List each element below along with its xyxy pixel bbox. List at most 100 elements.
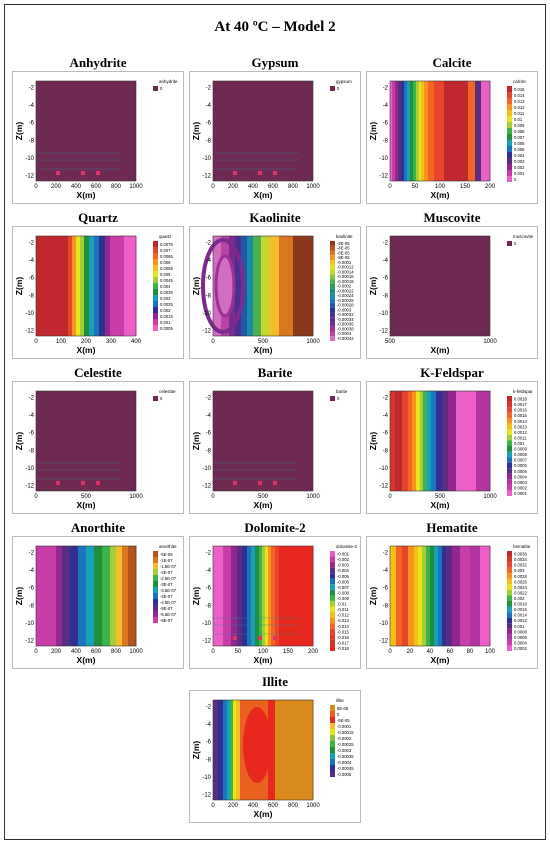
legend-swatch <box>153 259 158 265</box>
contour-band <box>422 546 427 646</box>
legend-label: 0.0014 <box>514 613 527 618</box>
y-axis-label: Z(m) <box>191 277 201 296</box>
legend-label: -0.0004 <box>337 331 352 336</box>
legend-swatch <box>507 412 512 419</box>
legend-label: -0.007 <box>337 585 350 590</box>
legend-label: -0.0003 <box>337 307 352 312</box>
legend-swatch <box>330 312 335 318</box>
legend-swatch <box>330 317 335 322</box>
mesh-artifact <box>258 171 262 175</box>
legend-label: 0.005 <box>160 272 171 277</box>
x-tick-label: 1000 <box>129 184 143 190</box>
figure-title: At 40 ºC – Model 2 <box>214 19 336 35</box>
y-tick-label: -12 <box>202 329 211 335</box>
legend-label: 0.0002 <box>514 646 527 651</box>
plot-border <box>212 80 314 182</box>
contour-band <box>279 236 294 336</box>
y-tick-label: -6 <box>29 586 35 592</box>
legend-swatch <box>330 759 335 765</box>
legend-label: -0.00042 <box>337 336 354 341</box>
y-axis-label: Z(m) <box>368 122 378 141</box>
x-tick-label: 800 <box>288 803 299 809</box>
legend-title: anhydrite <box>159 79 178 84</box>
panel-dolomite-2: Dolomite-2 -2 -4 -6 -8 -10 -12 0 50 100 150 200 X(m)… <box>189 520 361 669</box>
y-tick-label: -6 <box>206 431 212 437</box>
legend-swatch <box>507 152 512 158</box>
legend-swatch <box>153 289 158 295</box>
x-tick-label: 600 <box>91 649 102 655</box>
legend-swatch <box>507 484 512 491</box>
x-tick-label: 600 <box>268 803 279 809</box>
x-tick-label: 0 <box>388 184 392 190</box>
legend-swatch <box>330 293 335 299</box>
y-tick-label: -2 <box>206 396 212 402</box>
x-tick-label: 800 <box>111 649 122 655</box>
legend-label: 0.0006 <box>514 463 527 468</box>
x-tick-label: 0 <box>34 494 38 500</box>
y-tick-label: -4 <box>206 722 212 728</box>
contour-band <box>76 236 81 336</box>
y-tick-label: -10 <box>379 156 388 162</box>
contour-band <box>237 546 243 646</box>
contour-band <box>426 546 431 646</box>
contour-band <box>236 700 241 800</box>
plot-area <box>390 236 490 336</box>
contour-band <box>444 81 469 181</box>
panel-title: Quartz <box>78 210 118 225</box>
y-tick-label: -2 <box>206 86 212 92</box>
legend-label: -0.012 <box>337 613 350 618</box>
contour-band <box>213 700 219 800</box>
contour-band <box>99 236 106 336</box>
legend-label: -0.00034 <box>337 317 354 322</box>
contour-band <box>227 700 231 800</box>
contour-band <box>233 700 237 800</box>
legend-label: 0.001 <box>514 171 525 176</box>
legend-swatch <box>507 164 512 170</box>
y-tick-label: -6 <box>206 740 212 746</box>
legend-label: 0.003 <box>514 159 525 164</box>
legend-label: -6E-05 <box>337 250 350 255</box>
chart-svg: -2 -4 -6 -8 -10 -120 200 400 600 800 1000 X(m) Z(m) a… <box>14 544 177 665</box>
legend-swatch <box>330 331 335 337</box>
contour-band <box>416 81 420 181</box>
legend-swatch <box>507 92 512 98</box>
legend-label: -0.014 <box>337 624 350 629</box>
legend-swatch <box>507 146 512 152</box>
legend-swatch <box>330 86 335 91</box>
legend-title: kaolinite <box>336 234 353 239</box>
x-tick-label: 400 <box>131 339 142 345</box>
legend-label: 0.001 <box>514 441 525 446</box>
legend-label: -0.016 <box>337 635 350 640</box>
legend-swatch <box>153 325 158 331</box>
legend-label: -0.00045 <box>337 766 354 771</box>
legend-swatch <box>507 429 512 435</box>
x-tick-label: 1000 <box>129 649 143 655</box>
x-tick-label: 100 <box>258 649 269 655</box>
contour-band <box>247 546 252 646</box>
legend-label: 0.0002 <box>514 485 527 490</box>
legend-label: -0.00022 <box>337 288 354 293</box>
y-tick-label: -8 <box>383 448 389 454</box>
legend-label: 0.0004 <box>514 640 527 645</box>
legend-swatch <box>330 321 335 327</box>
contour-band <box>470 546 481 646</box>
y-tick-label: -8 <box>206 603 212 609</box>
contour-band <box>102 546 111 646</box>
legend-title: illite <box>336 698 344 703</box>
x-axis-label: X(m) <box>254 809 273 819</box>
y-tick-label: -8 <box>206 293 212 299</box>
contour-band <box>452 546 461 646</box>
panel-title: Muscovite <box>423 210 481 225</box>
legend-swatch <box>507 407 512 413</box>
legend-swatch <box>507 128 512 134</box>
contour-band <box>420 391 424 491</box>
legend-title: quartz <box>159 234 172 239</box>
legend-label: -0.00038 <box>337 326 354 331</box>
legend-label: -0.00025 <box>337 742 354 747</box>
contour-band <box>475 81 482 181</box>
contour-band <box>68 236 73 336</box>
legend-label: -0.00015 <box>337 730 354 735</box>
legend-swatch <box>507 440 512 446</box>
panel-kaolinite: Kaolinite -2 -4 -6 -8 -10 -12 0 500 1000 X(m) Z(m) k… <box>189 210 361 359</box>
legend-swatch <box>507 468 512 474</box>
